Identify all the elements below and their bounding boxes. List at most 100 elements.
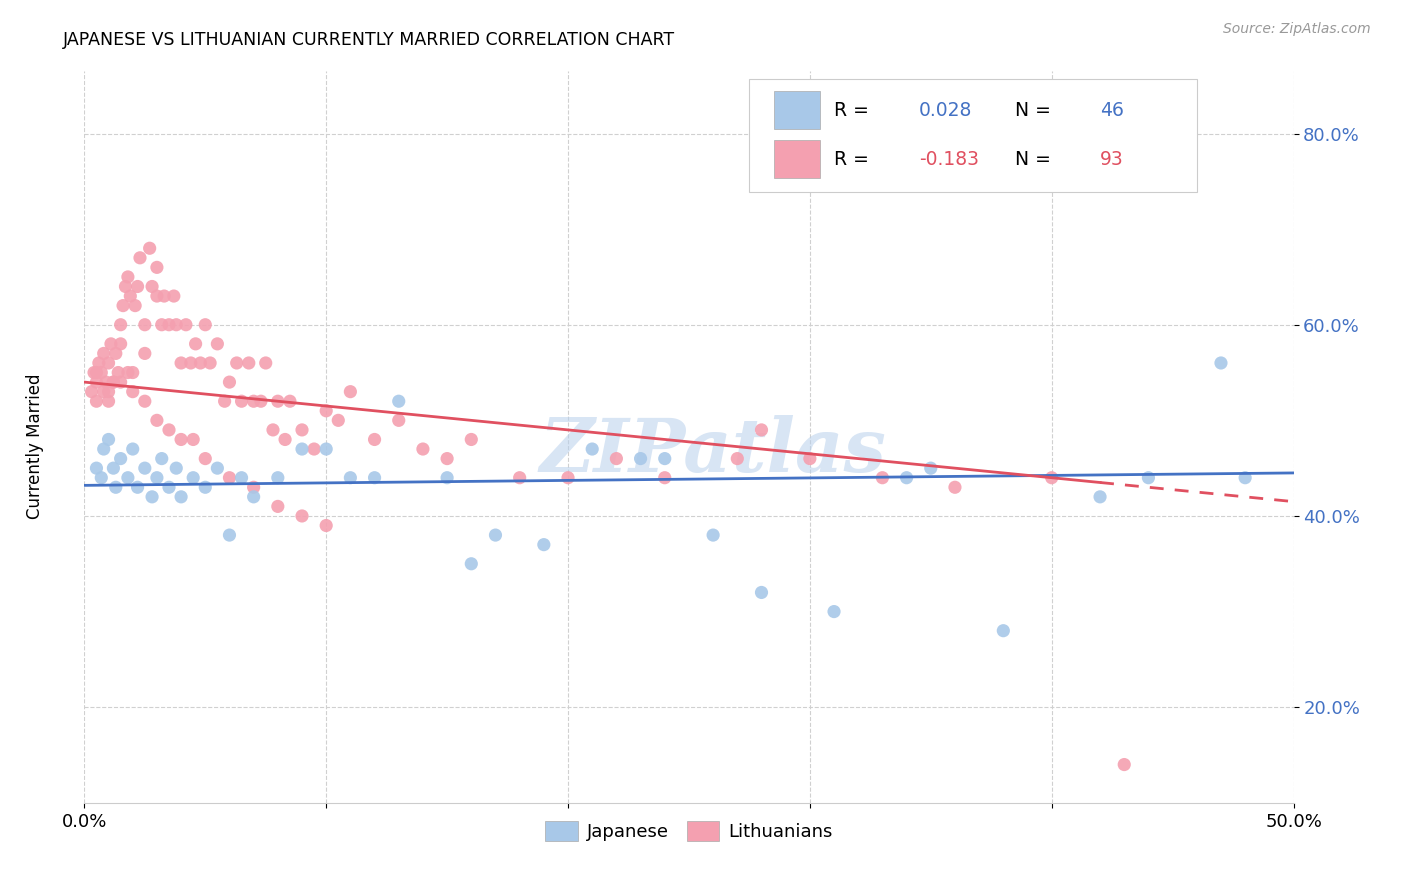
Point bbox=[291, 423, 314, 437]
Point bbox=[231, 394, 253, 409]
Point bbox=[141, 279, 163, 293]
Point bbox=[112, 299, 135, 313]
Point bbox=[218, 471, 240, 485]
Point bbox=[150, 318, 173, 332]
Point bbox=[225, 356, 247, 370]
Point bbox=[436, 471, 458, 485]
Point bbox=[110, 451, 132, 466]
Point bbox=[86, 461, 108, 475]
Point bbox=[1040, 471, 1063, 485]
Point bbox=[104, 346, 127, 360]
Text: 46: 46 bbox=[1099, 101, 1123, 120]
Point bbox=[184, 336, 207, 351]
Point bbox=[436, 451, 458, 466]
Point bbox=[214, 394, 236, 409]
Point bbox=[207, 461, 229, 475]
Point bbox=[93, 442, 115, 456]
Text: 0.028: 0.028 bbox=[918, 101, 972, 120]
Text: N =: N = bbox=[1004, 101, 1057, 120]
Point bbox=[170, 490, 193, 504]
Point bbox=[198, 356, 221, 370]
Point bbox=[181, 471, 204, 485]
Point bbox=[134, 394, 156, 409]
Point bbox=[174, 318, 197, 332]
Text: Source: ZipAtlas.com: Source: ZipAtlas.com bbox=[1223, 22, 1371, 37]
Point bbox=[943, 480, 966, 494]
Point bbox=[134, 461, 156, 475]
Point bbox=[605, 451, 627, 466]
Point bbox=[157, 480, 180, 494]
Point bbox=[86, 394, 108, 409]
Point bbox=[872, 471, 894, 485]
Point bbox=[274, 433, 297, 447]
Point bbox=[97, 433, 120, 447]
Point bbox=[993, 624, 1015, 638]
Point bbox=[124, 299, 146, 313]
Point bbox=[94, 375, 117, 389]
Point bbox=[103, 375, 125, 389]
Point bbox=[100, 336, 122, 351]
Point bbox=[194, 480, 217, 494]
Point bbox=[388, 413, 411, 427]
Point bbox=[146, 260, 169, 275]
Text: ZIPatlas: ZIPatlas bbox=[540, 416, 887, 488]
Point bbox=[141, 490, 163, 504]
Point bbox=[460, 433, 482, 447]
Point bbox=[920, 461, 942, 475]
Point bbox=[339, 471, 361, 485]
Point bbox=[129, 251, 152, 265]
Point bbox=[238, 356, 260, 370]
Point bbox=[103, 461, 125, 475]
Point bbox=[163, 289, 186, 303]
Point bbox=[146, 289, 169, 303]
Point bbox=[799, 451, 821, 466]
Point bbox=[896, 471, 918, 485]
Point bbox=[262, 423, 284, 437]
Point bbox=[103, 375, 125, 389]
Point bbox=[170, 433, 193, 447]
Point bbox=[1209, 356, 1232, 370]
Point bbox=[146, 413, 169, 427]
Point bbox=[120, 289, 142, 303]
Point bbox=[751, 585, 773, 599]
Point bbox=[180, 356, 202, 370]
Point bbox=[97, 394, 120, 409]
Point bbox=[654, 451, 676, 466]
Point bbox=[93, 384, 115, 399]
Point bbox=[242, 394, 264, 409]
FancyBboxPatch shape bbox=[749, 78, 1197, 192]
Point bbox=[114, 279, 136, 293]
Text: R =: R = bbox=[834, 101, 875, 120]
Point bbox=[117, 366, 139, 380]
Point bbox=[278, 394, 301, 409]
Point bbox=[1088, 490, 1111, 504]
Point bbox=[110, 318, 132, 332]
Point bbox=[153, 289, 176, 303]
Point bbox=[117, 471, 139, 485]
Point bbox=[190, 356, 212, 370]
Point bbox=[315, 518, 337, 533]
Point bbox=[80, 384, 103, 399]
Point bbox=[291, 442, 314, 456]
Point bbox=[110, 336, 132, 351]
Point bbox=[231, 471, 253, 485]
Text: 93: 93 bbox=[1099, 150, 1123, 169]
Point bbox=[146, 471, 169, 485]
Point bbox=[86, 375, 108, 389]
Point bbox=[291, 508, 314, 523]
Text: -0.183: -0.183 bbox=[918, 150, 979, 169]
Point bbox=[509, 471, 531, 485]
Point bbox=[218, 528, 240, 542]
Point bbox=[315, 404, 337, 418]
Point bbox=[165, 318, 187, 332]
Legend: Japanese, Lithuanians: Japanese, Lithuanians bbox=[538, 814, 839, 848]
Point bbox=[412, 442, 434, 456]
Point bbox=[194, 451, 217, 466]
Point bbox=[121, 384, 143, 399]
Point bbox=[138, 241, 160, 255]
Point bbox=[97, 384, 120, 399]
Point bbox=[250, 394, 273, 409]
Point bbox=[267, 500, 290, 514]
Point bbox=[150, 451, 173, 466]
Point bbox=[460, 557, 482, 571]
